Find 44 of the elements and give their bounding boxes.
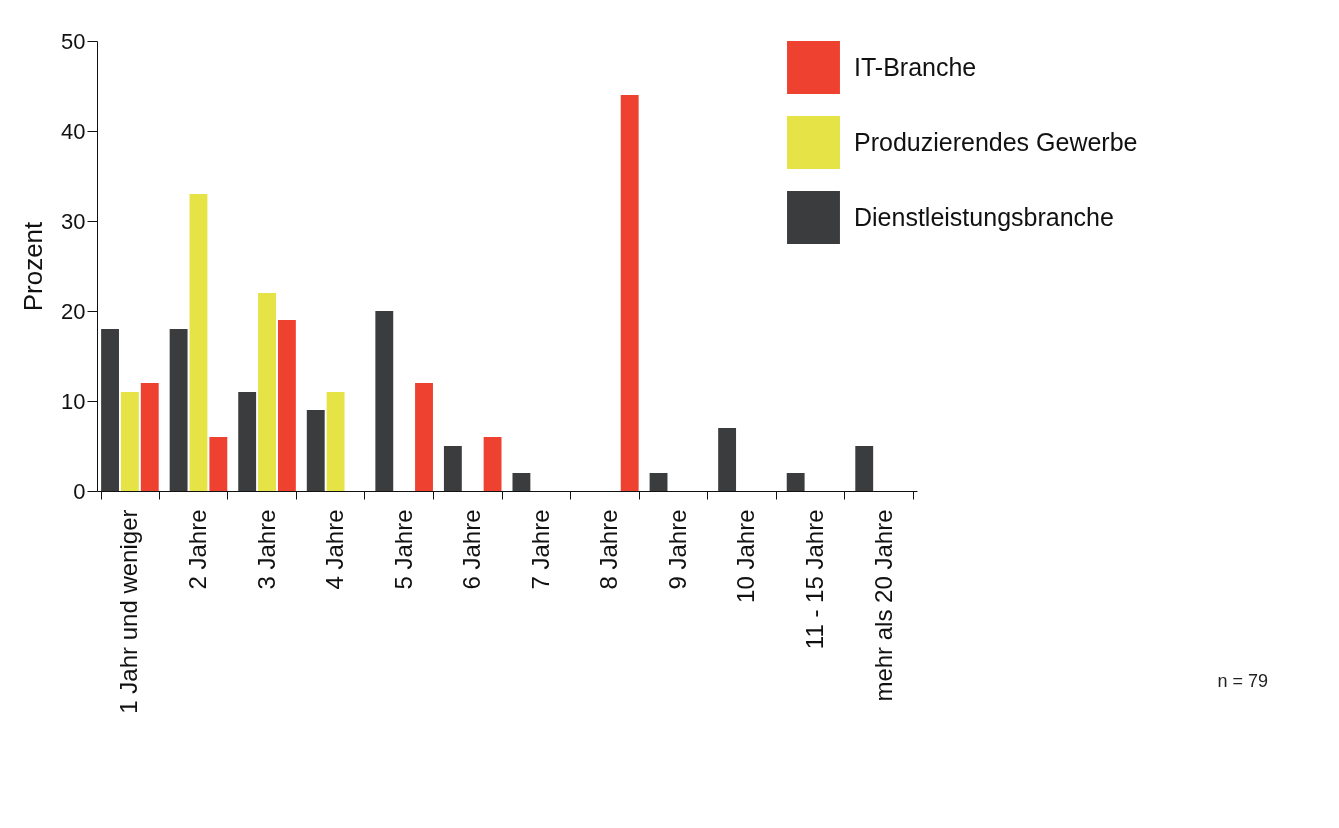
bar (306, 410, 325, 491)
bar (855, 446, 874, 491)
x-tick-label: 1 Jahr und weniger (115, 509, 143, 714)
bar (620, 95, 639, 491)
x-tick-label: 5 Jahre (389, 509, 417, 590)
x-tick-label: 3 Jahre (252, 509, 280, 590)
x-tick-label: 9 Jahre (663, 509, 691, 590)
bar (101, 329, 119, 491)
x-tick-label: 11 - 15 Jahre (801, 509, 829, 650)
legend-label: Produzierendes Gewerbe (854, 127, 1138, 156)
x-tick-label: 4 Jahre (321, 509, 349, 590)
x-tick-label: 7 Jahre (526, 509, 554, 590)
y-axis-title: Prozent (18, 220, 49, 312)
bar (258, 293, 276, 491)
bar (718, 428, 737, 491)
bar (786, 473, 805, 491)
y-tick-label: 0 (73, 478, 86, 504)
x-tick-label: 2 Jahre (183, 509, 211, 590)
x-tick-label: mehr als 20 Jahre (869, 509, 897, 702)
y-tick-label: 20 (61, 298, 86, 324)
bar (326, 392, 345, 491)
y-tick-label: 10 (61, 388, 86, 414)
bar (120, 392, 139, 491)
bar (238, 392, 257, 491)
y-tick-label: 50 (61, 28, 86, 54)
bar (209, 437, 228, 491)
bar (415, 383, 433, 491)
y-tick-label: 40 (61, 118, 86, 144)
bar (483, 437, 502, 491)
bar (512, 473, 531, 491)
bar (443, 446, 462, 491)
bar (169, 329, 188, 491)
bar (649, 473, 668, 491)
legend-label: Dienstleistungsbranche (854, 202, 1114, 231)
y-tick-label: 30 (61, 208, 86, 234)
text: n = 79 (1217, 671, 1268, 692)
bar (375, 311, 394, 491)
legend-label: IT-Branche (854, 52, 977, 81)
bar (189, 194, 208, 491)
bar (140, 383, 159, 491)
x-tick-label: 10 Jahre (732, 509, 760, 603)
x-tick-label: 6 Jahre (458, 509, 486, 590)
bar (277, 320, 296, 491)
x-tick-label: 8 Jahre (595, 509, 623, 590)
